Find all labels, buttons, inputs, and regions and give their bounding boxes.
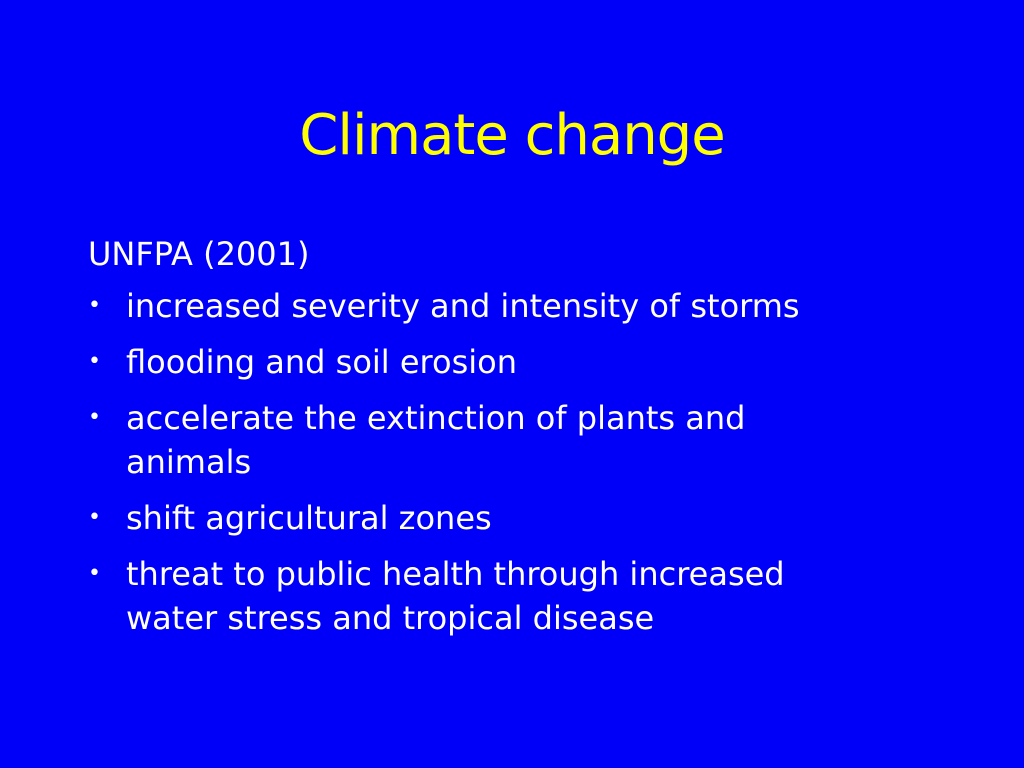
bullet-text: accelerate the extinction of plants and … [126, 399, 746, 481]
bullet-item: • threat to public health through increa… [88, 552, 878, 640]
bullet-item: • accelerate the extinction of plants an… [88, 396, 878, 484]
bullet-text: shift agricultural zones [126, 499, 492, 537]
bullet-item: • shift agricultural zones [88, 496, 878, 540]
bullet-icon: • [88, 293, 101, 318]
bullet-icon: • [88, 349, 101, 374]
bullet-text: flooding and soil erosion [126, 343, 517, 381]
bullet-text: threat to public health through increase… [126, 555, 785, 637]
bullet-item: • flooding and soil erosion [88, 340, 878, 384]
source-line: UNFPA (2001) [88, 235, 310, 273]
bullet-text: increased severity and intensity of stor… [126, 287, 800, 325]
bullet-item: • increased severity and intensity of st… [88, 284, 878, 328]
bullet-icon: • [88, 405, 101, 430]
bullet-icon: • [88, 561, 101, 586]
bullet-icon: • [88, 505, 101, 530]
bullet-list: • increased severity and intensity of st… [88, 284, 878, 640]
slide-title: Climate change [299, 103, 725, 168]
slide-body: UNFPA (2001) • increased severity and in… [88, 232, 878, 652]
